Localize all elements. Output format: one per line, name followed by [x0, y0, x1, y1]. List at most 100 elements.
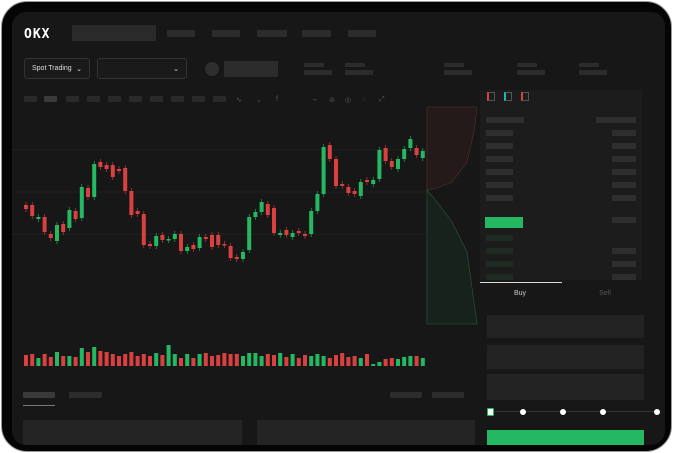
filter-button[interactable]	[432, 392, 464, 398]
candle	[210, 235, 214, 247]
candle	[365, 180, 369, 182]
candle	[272, 208, 276, 233]
timeframe-button[interactable]	[66, 96, 79, 102]
volume-bar	[340, 353, 345, 366]
total-input[interactable]	[487, 374, 644, 400]
tab-order-history[interactable]	[69, 392, 102, 398]
buy-tab[interactable]: Buy	[513, 290, 527, 297]
volume-bar	[222, 353, 227, 366]
indicator-icon[interactable]: ⌄	[256, 97, 262, 104]
wave-icon[interactable]: ∼	[312, 97, 318, 104]
nav-item[interactable]	[167, 30, 195, 37]
candle	[86, 188, 90, 197]
nav-item[interactable]	[302, 30, 331, 37]
candle	[203, 237, 208, 239]
nav-item[interactable]	[348, 30, 376, 37]
volume-bar	[24, 355, 28, 366]
slider-handle[interactable]	[487, 407, 494, 416]
sell-tab[interactable]: Sell	[599, 290, 611, 297]
volume-bar	[296, 358, 301, 366]
timeframe-button[interactable]	[108, 96, 121, 102]
leverage-slider[interactable]	[487, 407, 660, 416]
pen-icon[interactable]: ⊘	[329, 97, 335, 104]
price-input[interactable]	[487, 315, 644, 338]
candle	[377, 150, 382, 179]
search-bar[interactable]	[72, 25, 156, 41]
pair-select[interactable]: ⌄	[97, 58, 187, 79]
book-bids-icon[interactable]	[504, 92, 512, 101]
candle	[42, 217, 47, 232]
orders-panel	[23, 420, 242, 445]
timeframe-button[interactable]	[213, 96, 226, 102]
volume-bar	[259, 356, 264, 366]
camera-icon[interactable]: ◌	[362, 96, 367, 103]
bid-size	[612, 248, 636, 254]
slider-step[interactable]	[520, 408, 526, 415]
volume-bar	[179, 358, 183, 366]
chevron-down-icon: ⌄	[173, 65, 179, 73]
volume-bar	[253, 353, 258, 366]
candle	[259, 202, 264, 212]
volume-bar	[48, 357, 53, 366]
volume-bar	[358, 358, 363, 366]
line-tool-icon[interactable]: ∿	[236, 97, 242, 104]
timeframe-button[interactable]	[44, 96, 57, 102]
timeframe-button[interactable]	[171, 96, 184, 102]
slider-step[interactable]	[654, 408, 660, 415]
volume-bar	[327, 358, 332, 366]
volume-bar	[352, 356, 357, 366]
coin-icon	[205, 62, 219, 76]
timeframe-button[interactable]	[150, 96, 163, 102]
market-type-select[interactable]: Spot Trading ⌄	[24, 58, 90, 79]
fullscreen-icon[interactable]: ⤢	[379, 96, 385, 103]
market-type-label: Spot Trading	[32, 65, 72, 72]
volume-bar	[203, 353, 208, 366]
volume-bar	[234, 354, 239, 366]
volume-bar	[265, 354, 270, 366]
candle	[55, 225, 59, 241]
candle	[135, 211, 140, 214]
settings-icon[interactable]: ◎	[345, 97, 352, 104]
volume-bar	[73, 357, 78, 366]
volume-bar	[42, 354, 47, 366]
ask-size	[612, 156, 636, 162]
buy-button[interactable]	[487, 430, 644, 445]
timeframe-button[interactable]	[129, 96, 142, 102]
bid-price	[486, 261, 513, 267]
stat-value	[579, 70, 607, 75]
book-asks-icon[interactable]	[521, 92, 529, 101]
okx-logo[interactable]: OKX	[24, 27, 51, 42]
volume-bar	[67, 356, 72, 366]
slider-step[interactable]	[560, 408, 566, 415]
volume-bar	[98, 351, 103, 366]
candle	[402, 149, 407, 159]
timeframe-button[interactable]	[24, 96, 37, 102]
volume-bar	[377, 362, 382, 366]
volume-bar	[129, 352, 134, 366]
nav-item[interactable]	[257, 30, 287, 37]
volume-bar	[408, 356, 413, 366]
book-both-icon[interactable]	[487, 92, 495, 101]
book-header	[596, 117, 636, 123]
candle	[73, 211, 78, 219]
timeframe-button[interactable]	[87, 96, 100, 102]
volume-bar	[346, 357, 351, 366]
volume-bar	[247, 353, 252, 366]
candlestick-chart[interactable]	[12, 12, 482, 392]
filter-button[interactable]	[390, 392, 422, 398]
timeframe-button[interactable]	[192, 96, 205, 102]
depth-bids	[426, 189, 478, 325]
ask-price	[486, 143, 513, 149]
amount-input[interactable]	[487, 345, 644, 369]
tab-open-orders[interactable]	[23, 392, 55, 398]
volume-bar	[210, 356, 214, 366]
ask-size	[612, 169, 636, 175]
slider-step[interactable]	[600, 408, 606, 415]
candle	[408, 139, 413, 148]
fx-icon[interactable]: f	[276, 96, 278, 103]
nav-item[interactable]	[212, 30, 240, 37]
candle	[327, 145, 332, 159]
depth-asks	[426, 106, 478, 191]
volume-bar	[309, 356, 314, 366]
ask-price	[486, 156, 513, 162]
